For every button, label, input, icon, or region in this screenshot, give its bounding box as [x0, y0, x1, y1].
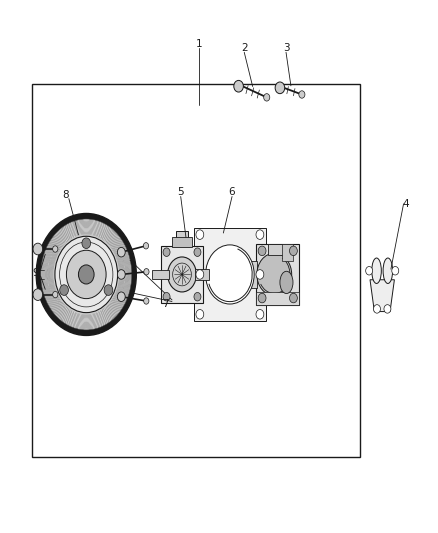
Text: 8: 8: [63, 190, 69, 200]
Bar: [268, 244, 287, 255]
Bar: [173, 237, 191, 247]
Circle shape: [104, 285, 113, 295]
Circle shape: [290, 293, 297, 303]
Bar: [256, 244, 299, 305]
Ellipse shape: [372, 258, 381, 284]
Circle shape: [196, 270, 204, 279]
Circle shape: [163, 248, 170, 256]
Circle shape: [194, 293, 201, 301]
Bar: [256, 292, 299, 305]
Circle shape: [194, 248, 201, 256]
Bar: [152, 270, 169, 279]
Circle shape: [41, 219, 132, 330]
Bar: [195, 269, 208, 280]
Text: 7: 7: [162, 298, 169, 309]
Circle shape: [205, 245, 254, 304]
Circle shape: [290, 246, 297, 256]
Circle shape: [258, 246, 266, 256]
Ellipse shape: [383, 258, 392, 284]
Text: 6: 6: [229, 187, 235, 197]
Bar: [176, 231, 188, 246]
Text: 1: 1: [196, 39, 203, 49]
Text: 9: 9: [32, 268, 39, 278]
Bar: [282, 244, 293, 261]
Text: 4: 4: [403, 199, 410, 209]
Circle shape: [392, 266, 399, 275]
Circle shape: [33, 243, 42, 255]
Circle shape: [36, 214, 136, 335]
Circle shape: [144, 298, 149, 304]
Circle shape: [163, 293, 170, 301]
Circle shape: [53, 292, 58, 298]
Circle shape: [275, 82, 285, 94]
Circle shape: [196, 310, 204, 319]
Bar: [32, 84, 360, 457]
Circle shape: [256, 310, 264, 319]
Bar: [251, 261, 257, 288]
Circle shape: [258, 293, 266, 303]
Circle shape: [144, 269, 149, 275]
Text: 3: 3: [283, 43, 290, 53]
Text: 5: 5: [177, 187, 184, 197]
Circle shape: [53, 246, 58, 252]
Circle shape: [264, 94, 270, 101]
Circle shape: [67, 251, 106, 298]
Circle shape: [384, 305, 391, 313]
Circle shape: [55, 236, 117, 313]
Circle shape: [117, 270, 125, 279]
Circle shape: [78, 265, 94, 284]
Circle shape: [374, 305, 381, 313]
Circle shape: [143, 243, 148, 249]
Circle shape: [234, 80, 244, 92]
Circle shape: [117, 247, 125, 257]
Circle shape: [60, 285, 68, 295]
Bar: [194, 228, 265, 321]
Circle shape: [53, 235, 119, 314]
Circle shape: [299, 91, 305, 98]
Circle shape: [256, 270, 264, 279]
Polygon shape: [370, 280, 394, 312]
Circle shape: [196, 230, 204, 239]
Circle shape: [256, 230, 264, 239]
Bar: [161, 246, 203, 303]
Circle shape: [117, 292, 125, 302]
Circle shape: [366, 266, 373, 275]
Circle shape: [168, 257, 196, 292]
Text: 2: 2: [241, 43, 247, 53]
Circle shape: [33, 289, 42, 301]
Circle shape: [257, 253, 292, 296]
Circle shape: [82, 238, 91, 248]
Ellipse shape: [280, 271, 293, 294]
